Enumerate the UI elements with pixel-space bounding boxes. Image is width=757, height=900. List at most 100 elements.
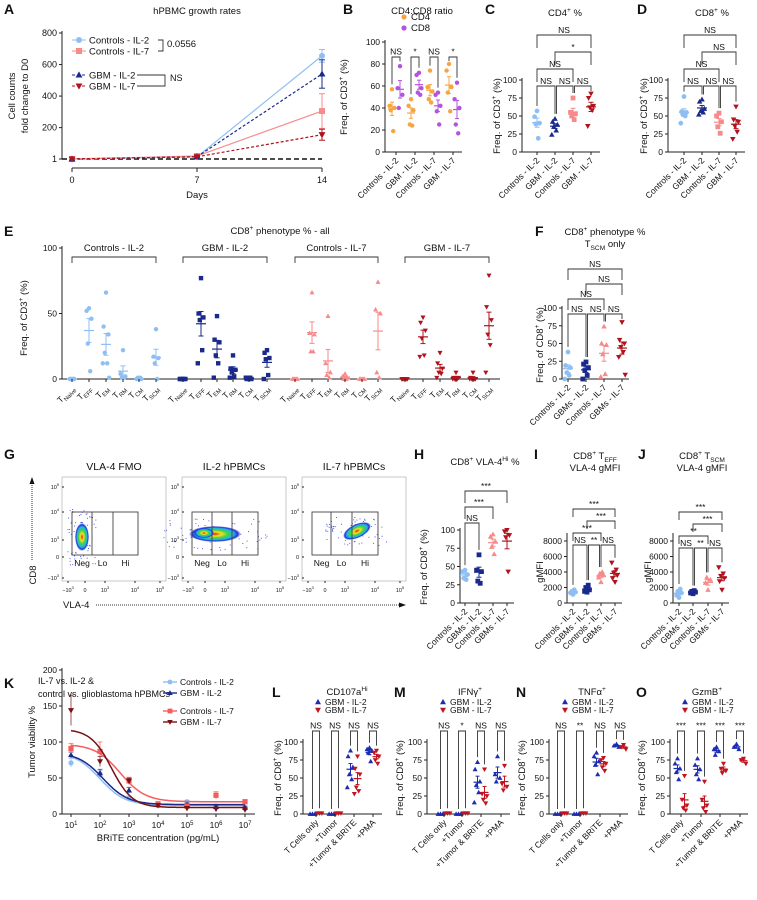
significance-label: NS	[594, 721, 606, 731]
text-part: +	[478, 686, 482, 693]
gate-label: Neg	[194, 558, 210, 568]
event-dot	[242, 543, 244, 544]
event-dot	[374, 536, 376, 538]
data-point	[463, 577, 469, 583]
data-point	[243, 375, 248, 380]
data-point	[471, 799, 477, 805]
event-dot	[166, 529, 167, 531]
significance-bracket	[567, 268, 623, 280]
text-part: Freq. of CD3	[639, 99, 650, 153]
data-point	[681, 773, 688, 779]
significance-label: NS	[559, 76, 571, 86]
event-dot	[350, 524, 352, 526]
panel-title: control vs. glioblastoma hPBMCs	[38, 689, 171, 699]
tick-base: 10	[276, 588, 282, 594]
event-dot	[163, 537, 165, 539]
tick-exponent: 3	[227, 586, 229, 590]
text-part: T	[702, 451, 710, 462]
event-dot	[331, 528, 333, 530]
y-tick-label: 0	[512, 147, 517, 157]
tick-exponent: 2	[103, 821, 106, 827]
data-point	[262, 350, 267, 355]
data-point	[487, 343, 493, 348]
significance-label: NS	[614, 721, 626, 731]
y-axis-label: Freq. of CD8+ (%)	[394, 740, 406, 816]
significance-label: NS	[329, 721, 341, 731]
data-point	[481, 767, 488, 772]
significance-bracket	[448, 56, 458, 78]
gate-label: Hi	[241, 558, 249, 568]
event-dot	[336, 517, 337, 518]
event-dot	[209, 541, 211, 543]
significance-bracket	[572, 508, 616, 517]
tick-base: −10	[62, 588, 71, 594]
phenotype-label: TSCM	[473, 383, 495, 405]
significance-bracket	[567, 298, 605, 310]
y-tick-label: 50	[548, 339, 558, 349]
event-dot	[258, 521, 260, 523]
data-point	[195, 361, 200, 366]
significance-label: NS	[466, 513, 478, 523]
data-point	[345, 753, 351, 759]
text-part: CM	[468, 388, 479, 399]
significance-bracket	[720, 85, 737, 109]
tick-base: 0	[323, 588, 326, 594]
text-part: T	[473, 393, 484, 404]
significance-label: NS	[608, 304, 620, 314]
x-tick-label: 0	[69, 175, 74, 185]
x-category-label: +PMA	[721, 817, 745, 841]
event-dot	[75, 551, 77, 553]
text-part: EFF	[604, 457, 616, 464]
density-cluster	[75, 523, 89, 551]
text-part: T	[126, 390, 137, 401]
legend-marker	[315, 707, 321, 714]
data-point	[311, 331, 317, 337]
data-point	[571, 117, 577, 122]
data-point	[581, 361, 586, 367]
data-point	[580, 376, 586, 382]
tick-label: −103	[182, 586, 193, 594]
significance-bracket	[678, 547, 694, 586]
cohort-label: Controls - IL-2	[84, 243, 144, 254]
legend-label: Controls - IL-7	[180, 706, 234, 716]
legend-marker	[682, 698, 688, 705]
tick-label: 103	[123, 820, 136, 830]
text-part: RM	[340, 388, 351, 399]
data-point	[228, 366, 233, 371]
event-dot	[327, 530, 329, 532]
text-part: RM	[228, 388, 239, 399]
significance-label: NS	[428, 47, 440, 57]
data-point	[493, 778, 499, 784]
text-part: +	[18, 297, 25, 301]
phenotype-label: TRM	[332, 383, 351, 402]
significance-label: NS	[598, 274, 610, 284]
tick-base: 0	[56, 555, 59, 561]
phenotype-label: TEM	[427, 383, 446, 402]
data-point	[734, 129, 740, 135]
event-dot	[87, 517, 88, 519]
y-tick-label: 25	[508, 129, 518, 139]
event-dot	[87, 524, 88, 526]
tick-exponent: 3	[312, 586, 314, 590]
data-point	[585, 124, 591, 129]
data-point	[456, 131, 461, 136]
legend-label: GBM - IL-7	[180, 717, 222, 727]
tick-base: 10	[291, 485, 297, 491]
density-cluster	[343, 522, 371, 540]
data-point	[126, 787, 132, 793]
data-point	[120, 347, 126, 353]
event-dot	[364, 519, 366, 521]
data-point	[446, 61, 452, 67]
cohort-bracket	[294, 256, 379, 263]
text-part: Freq. of CD3	[19, 301, 30, 355]
phenotype-label: TEM	[93, 383, 112, 402]
text-part: Freq. of CD8	[535, 328, 546, 382]
y-tick-label: 0	[52, 809, 57, 819]
density-cluster	[194, 528, 214, 538]
event-dot	[326, 523, 328, 525]
tick-label: 104	[152, 820, 165, 830]
data-point	[400, 92, 405, 98]
data-point	[213, 353, 218, 358]
